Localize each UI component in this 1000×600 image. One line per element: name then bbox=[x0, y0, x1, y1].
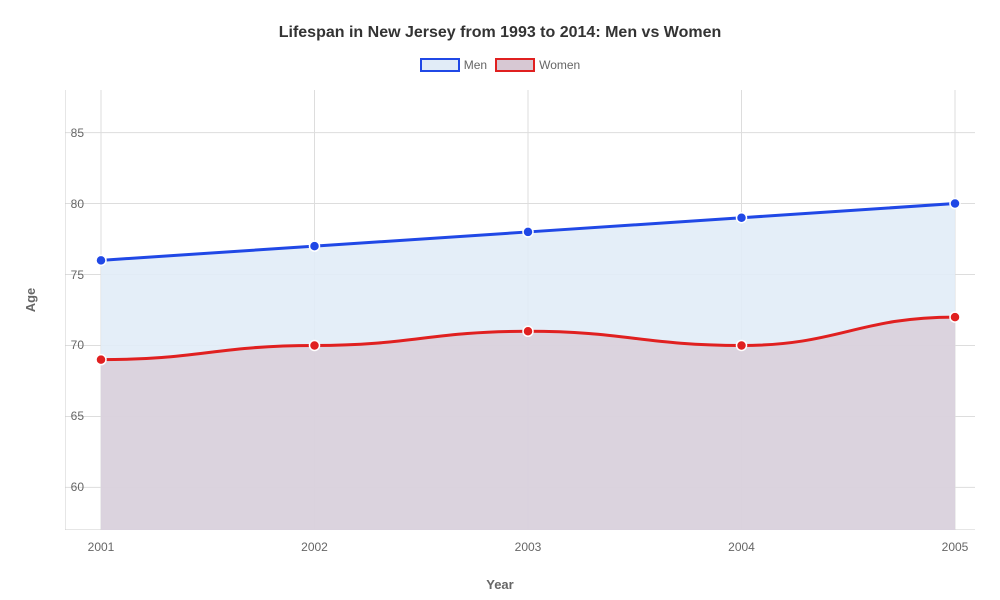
y-axis-label: Age bbox=[23, 288, 38, 313]
legend-item[interactable]: Women bbox=[495, 58, 580, 72]
y-tick-label: 60 bbox=[71, 480, 84, 494]
plot-area bbox=[65, 90, 975, 530]
chart-svg bbox=[65, 90, 975, 530]
x-tick-label: 2005 bbox=[942, 540, 969, 554]
data-point bbox=[950, 312, 960, 322]
data-point bbox=[523, 326, 533, 336]
data-point bbox=[737, 213, 747, 223]
y-tick-label: 85 bbox=[71, 126, 84, 140]
y-tick-label: 75 bbox=[71, 268, 84, 282]
legend: Men Women bbox=[0, 58, 1000, 72]
y-tick-label: 80 bbox=[71, 197, 84, 211]
data-point bbox=[950, 199, 960, 209]
legend-label: Men bbox=[464, 58, 487, 72]
legend-swatch bbox=[420, 58, 460, 72]
data-point bbox=[310, 340, 320, 350]
legend-swatch bbox=[495, 58, 535, 72]
data-point bbox=[737, 340, 747, 350]
legend-label: Women bbox=[539, 58, 580, 72]
x-axis-label: Year bbox=[0, 577, 1000, 592]
y-tick-label: 70 bbox=[71, 338, 84, 352]
x-tick-label: 2004 bbox=[728, 540, 755, 554]
x-tick-label: 2003 bbox=[515, 540, 542, 554]
data-point bbox=[523, 227, 533, 237]
data-point bbox=[96, 255, 106, 265]
legend-item[interactable]: Men bbox=[420, 58, 487, 72]
data-point bbox=[310, 241, 320, 251]
data-point bbox=[96, 355, 106, 365]
chart-title: Lifespan in New Jersey from 1993 to 2014… bbox=[0, 24, 1000, 42]
x-tick-label: 2001 bbox=[88, 540, 115, 554]
y-tick-label: 65 bbox=[71, 409, 84, 423]
x-tick-label: 2002 bbox=[301, 540, 328, 554]
